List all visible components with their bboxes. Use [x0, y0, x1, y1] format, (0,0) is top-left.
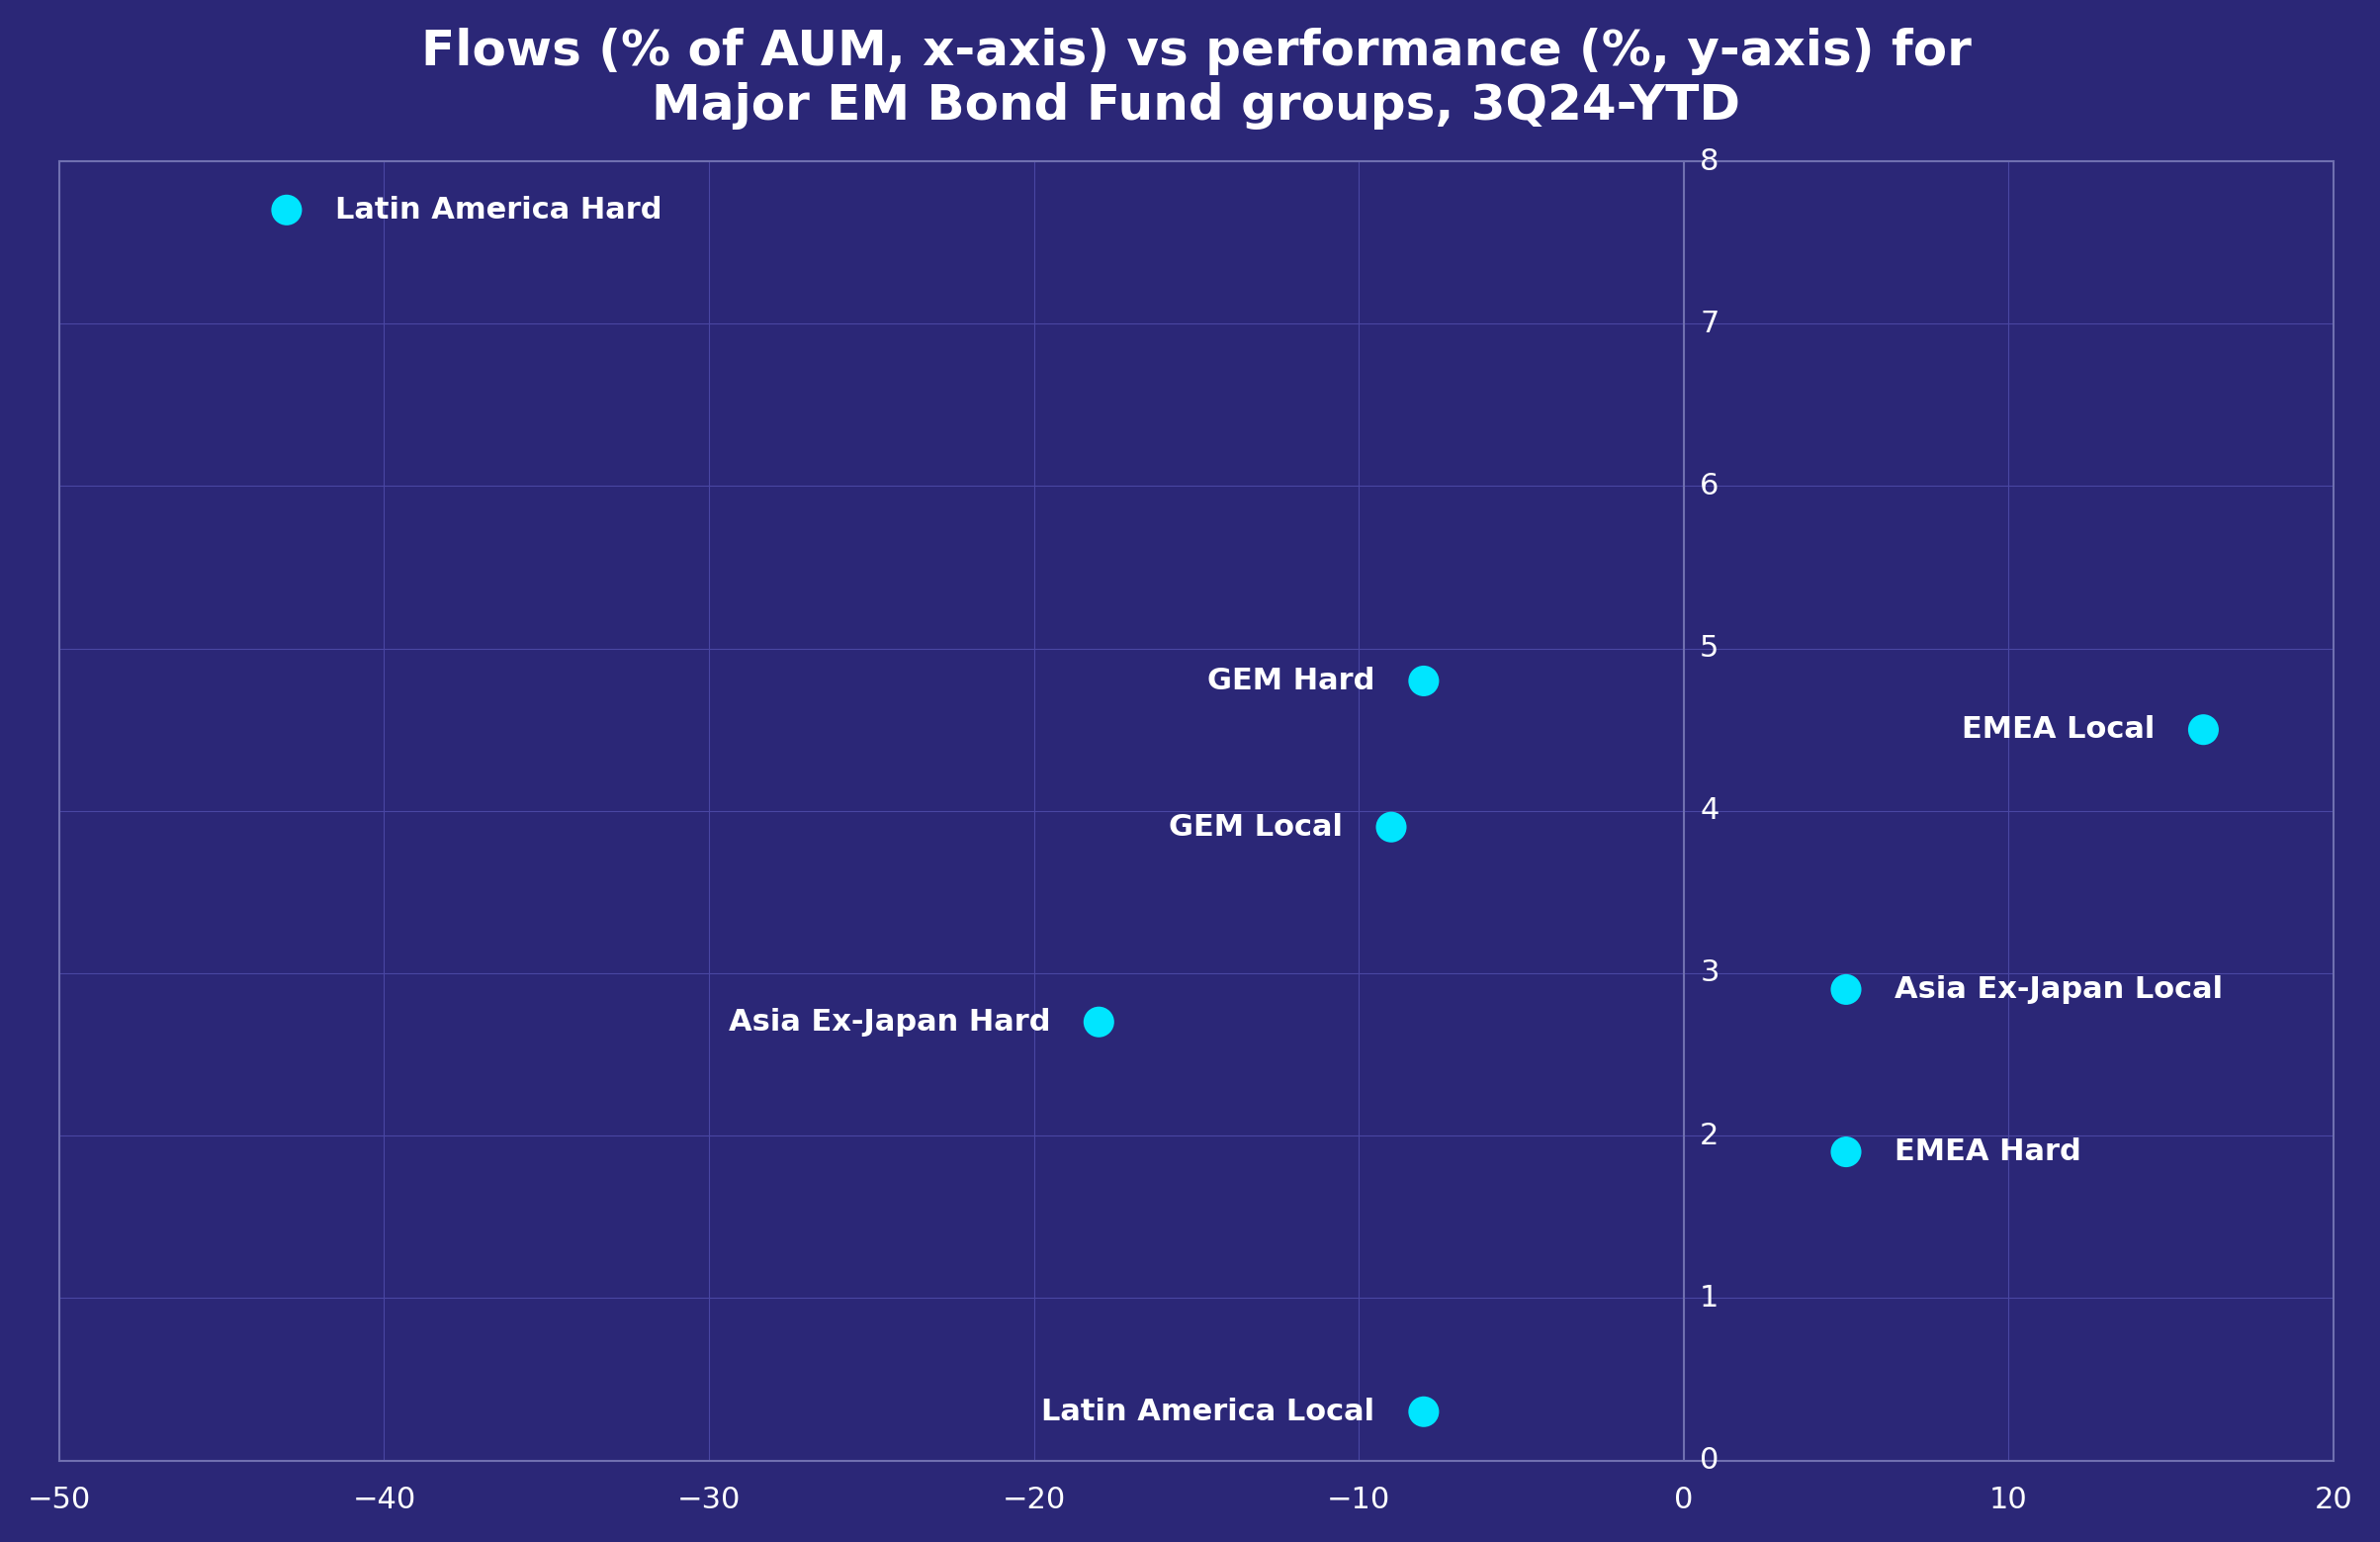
- Text: 4: 4: [1699, 797, 1718, 825]
- Text: 8: 8: [1699, 146, 1718, 176]
- Text: 7: 7: [1699, 310, 1718, 338]
- Point: [1404, 1400, 1442, 1425]
- Point: [1828, 978, 1866, 1002]
- Text: 1: 1: [1699, 1283, 1718, 1312]
- Text: Asia Ex-Japan Local: Asia Ex-Japan Local: [1894, 975, 2223, 1004]
- Text: 3: 3: [1699, 959, 1718, 987]
- Text: Latin America Local: Latin America Local: [1042, 1397, 1376, 1426]
- Text: Asia Ex-Japan Hard: Asia Ex-Japan Hard: [728, 1007, 1050, 1036]
- Point: [267, 197, 305, 222]
- Point: [2185, 717, 2223, 742]
- Point: [1081, 1010, 1119, 1035]
- Text: 0: 0: [1699, 1446, 1718, 1474]
- Text: 2: 2: [1699, 1121, 1718, 1150]
- Text: EMEA Hard: EMEA Hard: [1894, 1138, 2082, 1166]
- Title: Flows (% of AUM, x-axis) vs performance (%, y-axis) for
Major EM Bond Fund group: Flows (% of AUM, x-axis) vs performance …: [421, 28, 1971, 130]
- Text: 5: 5: [1699, 634, 1718, 663]
- Text: GEM Hard: GEM Hard: [1207, 666, 1376, 695]
- Text: GEM Local: GEM Local: [1169, 813, 1342, 842]
- Text: EMEA Local: EMEA Local: [1961, 715, 2154, 743]
- Point: [1828, 1140, 1866, 1164]
- Text: Latin America Hard: Latin America Hard: [336, 196, 662, 224]
- Point: [1404, 669, 1442, 694]
- Text: 6: 6: [1699, 472, 1718, 501]
- Point: [1373, 814, 1411, 839]
